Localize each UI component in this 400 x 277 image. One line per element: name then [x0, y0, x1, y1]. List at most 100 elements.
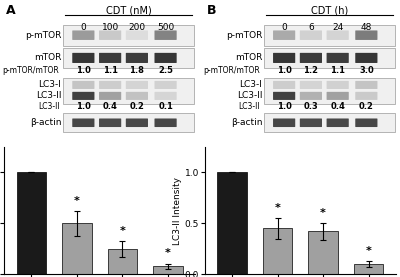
FancyBboxPatch shape	[126, 30, 148, 40]
FancyBboxPatch shape	[273, 92, 295, 100]
Text: LC3-I: LC3-I	[239, 80, 262, 89]
Text: 1.0: 1.0	[76, 66, 91, 75]
Text: 24: 24	[332, 23, 343, 32]
Text: p-mTOR/mTOR: p-mTOR/mTOR	[204, 66, 260, 75]
Text: 0.1: 0.1	[158, 102, 173, 111]
Text: 500: 500	[157, 23, 174, 32]
Text: β-actin: β-actin	[231, 118, 262, 127]
Text: 1.1: 1.1	[330, 66, 345, 75]
Bar	[63, 78, 194, 104]
Bar	[264, 78, 395, 104]
FancyBboxPatch shape	[326, 81, 349, 89]
Text: *: *	[366, 247, 372, 257]
Text: 48: 48	[361, 23, 372, 32]
Text: 0.2: 0.2	[359, 102, 374, 111]
FancyBboxPatch shape	[72, 30, 94, 40]
Bar	[153, 266, 183, 274]
FancyBboxPatch shape	[126, 119, 148, 127]
Bar	[264, 113, 395, 132]
Text: 1.0: 1.0	[76, 102, 91, 111]
Text: *: *	[74, 196, 80, 206]
Text: LC3-II: LC3-II	[237, 91, 262, 100]
Bar	[264, 25, 395, 45]
Text: β-actin: β-actin	[30, 118, 61, 127]
FancyBboxPatch shape	[99, 30, 121, 40]
Text: *: *	[120, 225, 125, 235]
Text: LC3-I: LC3-I	[38, 80, 61, 89]
Bar	[16, 172, 46, 274]
FancyBboxPatch shape	[72, 119, 94, 127]
FancyBboxPatch shape	[273, 53, 295, 63]
Bar	[108, 249, 137, 274]
Text: A: A	[6, 4, 16, 17]
Bar	[264, 48, 395, 68]
Text: p-mTOR/mTOR: p-mTOR/mTOR	[3, 66, 60, 75]
Text: 1.1: 1.1	[103, 66, 118, 75]
FancyBboxPatch shape	[355, 92, 378, 100]
FancyBboxPatch shape	[300, 92, 322, 100]
FancyBboxPatch shape	[126, 92, 148, 100]
FancyBboxPatch shape	[326, 92, 349, 100]
Bar	[63, 25, 194, 45]
Text: 1.8: 1.8	[130, 66, 144, 75]
FancyBboxPatch shape	[355, 53, 378, 63]
Text: B: B	[207, 4, 216, 17]
Text: CDT (nM): CDT (nM)	[106, 6, 152, 16]
Bar	[217, 172, 247, 274]
FancyBboxPatch shape	[72, 92, 94, 100]
FancyBboxPatch shape	[154, 30, 177, 40]
FancyBboxPatch shape	[355, 119, 378, 127]
Text: LC3-II: LC3-II	[239, 102, 260, 111]
Text: 1.2: 1.2	[304, 66, 318, 75]
FancyBboxPatch shape	[99, 92, 121, 100]
FancyBboxPatch shape	[300, 81, 322, 89]
Text: LC3-II: LC3-II	[36, 91, 61, 100]
FancyBboxPatch shape	[355, 81, 378, 89]
FancyBboxPatch shape	[273, 30, 295, 40]
Bar	[354, 264, 384, 274]
FancyBboxPatch shape	[154, 81, 177, 89]
Text: *: *	[320, 208, 326, 218]
Text: *: *	[275, 203, 280, 213]
Text: 2.5: 2.5	[158, 66, 173, 75]
FancyBboxPatch shape	[72, 53, 94, 63]
Text: 1.0: 1.0	[277, 66, 292, 75]
Text: 6: 6	[308, 23, 314, 32]
FancyBboxPatch shape	[126, 81, 148, 89]
Text: *: *	[165, 248, 171, 258]
Text: 0.4: 0.4	[103, 102, 118, 111]
Bar	[308, 232, 338, 274]
FancyBboxPatch shape	[126, 53, 148, 63]
Text: 100: 100	[102, 23, 119, 32]
Text: LC3-II: LC3-II	[38, 102, 60, 111]
FancyBboxPatch shape	[154, 92, 177, 100]
FancyBboxPatch shape	[355, 30, 378, 40]
Bar	[63, 113, 194, 132]
Text: 0.3: 0.3	[304, 102, 318, 111]
FancyBboxPatch shape	[326, 30, 349, 40]
FancyBboxPatch shape	[326, 119, 349, 127]
FancyBboxPatch shape	[326, 53, 349, 63]
Text: 1.0: 1.0	[277, 102, 292, 111]
FancyBboxPatch shape	[300, 30, 322, 40]
Bar	[263, 229, 292, 274]
FancyBboxPatch shape	[300, 119, 322, 127]
Text: 3.0: 3.0	[359, 66, 374, 75]
Text: p-mTOR: p-mTOR	[226, 31, 262, 40]
FancyBboxPatch shape	[273, 81, 295, 89]
FancyBboxPatch shape	[273, 119, 295, 127]
FancyBboxPatch shape	[99, 53, 121, 63]
Text: mTOR: mTOR	[235, 53, 262, 62]
FancyBboxPatch shape	[99, 81, 121, 89]
FancyBboxPatch shape	[300, 53, 322, 63]
FancyBboxPatch shape	[72, 81, 94, 89]
FancyBboxPatch shape	[99, 119, 121, 127]
FancyBboxPatch shape	[154, 53, 177, 63]
Bar	[63, 48, 194, 68]
Text: 0: 0	[80, 23, 86, 32]
Text: mTOR: mTOR	[34, 53, 61, 62]
Y-axis label: LC3-II Intensity: LC3-II Intensity	[173, 176, 182, 245]
Text: CDT (h): CDT (h)	[312, 6, 349, 16]
FancyBboxPatch shape	[154, 119, 177, 127]
Bar	[62, 223, 92, 274]
